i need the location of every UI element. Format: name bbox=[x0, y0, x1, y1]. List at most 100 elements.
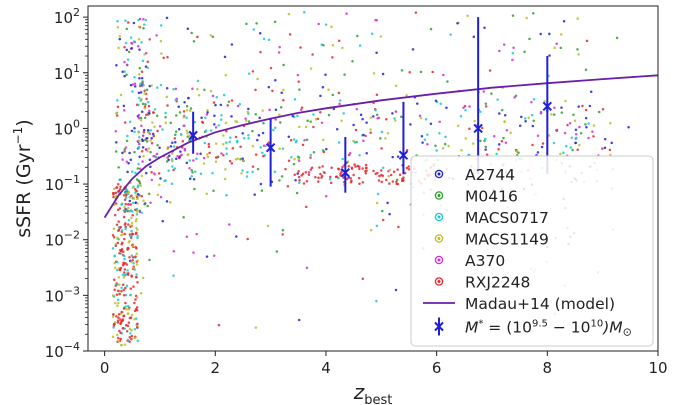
scatter-point bbox=[116, 289, 120, 293]
scatter-point bbox=[202, 162, 206, 165]
scatter-point bbox=[456, 21, 459, 25]
scatter-point bbox=[314, 175, 317, 179]
scatter-point bbox=[418, 114, 422, 118]
scatter-point bbox=[189, 109, 192, 113]
scatter-point bbox=[115, 141, 118, 144]
scatter-point bbox=[280, 175, 284, 178]
scatter-point bbox=[132, 266, 136, 270]
scatter-point bbox=[286, 184, 290, 188]
legend-entry: A370 bbox=[434, 252, 505, 270]
scatter-point bbox=[140, 124, 143, 127]
scatter-point bbox=[134, 336, 137, 340]
scatter-point bbox=[133, 82, 137, 85]
scatter-point bbox=[247, 120, 251, 123]
binned-point bbox=[542, 56, 553, 175]
scatter-point bbox=[225, 130, 228, 133]
scatter-point bbox=[131, 186, 135, 189]
scatter-point bbox=[217, 323, 221, 327]
scatter-point bbox=[365, 166, 368, 170]
scatter-point bbox=[136, 236, 139, 240]
scatter-point bbox=[229, 136, 232, 139]
scatter-point bbox=[169, 145, 173, 148]
scatter-point bbox=[117, 302, 120, 305]
scatter-point bbox=[300, 174, 303, 177]
scatter-point bbox=[226, 104, 229, 107]
scatter-point bbox=[386, 201, 389, 205]
scatter-point bbox=[140, 110, 144, 113]
scatter-point bbox=[397, 225, 400, 229]
scatter-point bbox=[376, 192, 380, 196]
scatter-point bbox=[123, 198, 127, 201]
marker-x bbox=[340, 167, 351, 178]
scatter-point bbox=[301, 143, 305, 147]
scatter-point bbox=[141, 146, 145, 149]
scatter-point bbox=[123, 237, 126, 241]
scatter-point bbox=[144, 148, 148, 151]
scatter-point bbox=[293, 158, 296, 161]
scatter-point bbox=[115, 268, 119, 272]
scatter-point bbox=[117, 228, 121, 232]
scatter-point bbox=[251, 165, 255, 168]
scatter-point bbox=[114, 191, 118, 195]
scatter-point bbox=[141, 80, 144, 83]
scatter-point bbox=[191, 171, 194, 174]
scatter-point bbox=[389, 173, 393, 177]
scatter-point bbox=[398, 173, 402, 177]
scatter-point bbox=[589, 90, 593, 93]
scatter-point bbox=[303, 11, 306, 14]
scatter-point bbox=[615, 36, 619, 40]
scatter-point bbox=[462, 106, 465, 109]
scatter-point bbox=[312, 150, 316, 154]
scatter-point bbox=[330, 25, 333, 28]
scatter-point bbox=[292, 162, 296, 166]
scatter-point bbox=[211, 35, 215, 39]
scatter-point bbox=[241, 132, 244, 135]
scatter-point bbox=[254, 88, 257, 92]
marker-x bbox=[398, 150, 409, 160]
scatter-point bbox=[146, 204, 149, 208]
scatter-point bbox=[337, 168, 341, 171]
scatter-point bbox=[174, 133, 177, 136]
scatter-point bbox=[116, 261, 119, 264]
scatter-point bbox=[289, 138, 293, 142]
scatter-point bbox=[122, 288, 126, 292]
scatter-point bbox=[300, 106, 304, 109]
scatter-point bbox=[239, 158, 242, 161]
scatter-point bbox=[185, 108, 189, 112]
scatter-point bbox=[305, 205, 308, 209]
scatter-point bbox=[338, 102, 341, 106]
scatter-point bbox=[138, 210, 142, 214]
scatter-point bbox=[338, 99, 342, 102]
scatter-point bbox=[136, 193, 140, 196]
scatter-point bbox=[297, 80, 300, 83]
scatter-point bbox=[131, 201, 135, 205]
scatter-point bbox=[235, 120, 239, 123]
scatter-point bbox=[511, 14, 515, 17]
scatter-point bbox=[307, 171, 311, 174]
scatter-point bbox=[112, 324, 116, 327]
scatter-point bbox=[217, 124, 220, 127]
scatter-point bbox=[291, 114, 295, 118]
legend-marker bbox=[434, 277, 444, 286]
scatter-point bbox=[426, 133, 429, 136]
legend-marker-x bbox=[434, 321, 444, 332]
scatter-point bbox=[536, 151, 540, 154]
scatter-point bbox=[365, 121, 368, 124]
legend-entry: M0416 bbox=[434, 188, 518, 206]
scatter-point bbox=[324, 194, 328, 198]
scatter-point bbox=[128, 120, 132, 123]
scatter-point bbox=[114, 130, 118, 133]
scatter-point bbox=[484, 102, 488, 106]
scatter-point bbox=[130, 41, 133, 45]
legend-marker bbox=[437, 280, 441, 283]
scatter-point bbox=[117, 339, 121, 343]
scatter-point bbox=[214, 142, 218, 145]
scatter-point bbox=[208, 151, 211, 155]
scatter-point bbox=[136, 44, 140, 48]
scatter-point bbox=[608, 148, 612, 152]
scatter-point bbox=[136, 167, 140, 170]
scatter-point bbox=[587, 136, 590, 140]
scatter-point bbox=[394, 288, 398, 292]
legend-marker bbox=[434, 191, 444, 200]
scatter-point bbox=[121, 273, 125, 277]
